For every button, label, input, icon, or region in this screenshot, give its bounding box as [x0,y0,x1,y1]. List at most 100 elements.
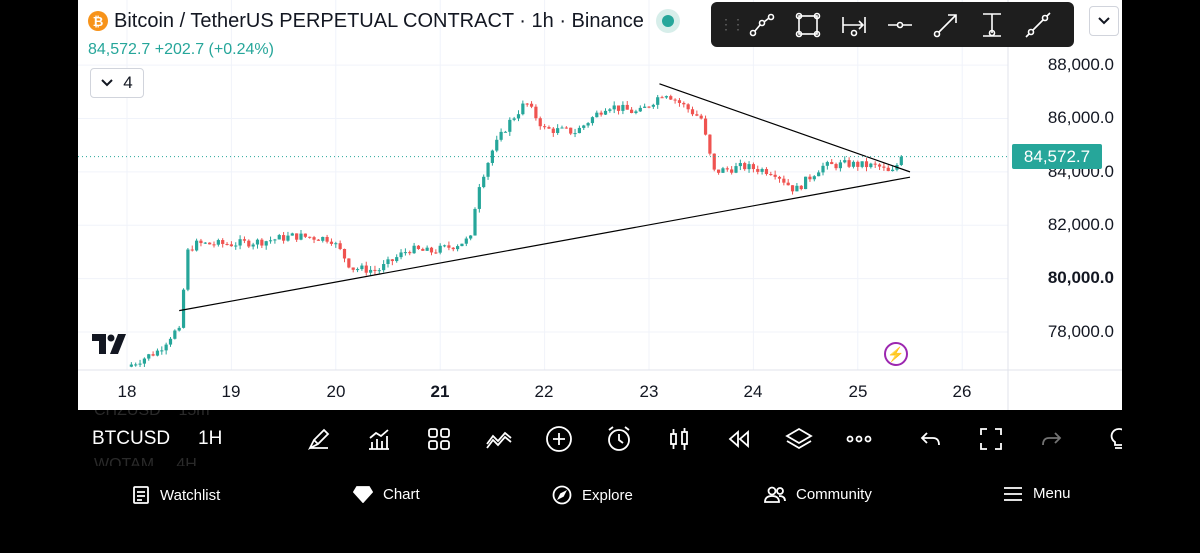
candle-down [547,127,551,129]
nav-chart[interactable]: Chart [353,485,420,503]
candle-up [164,344,168,351]
interval-button[interactable]: 1H [198,428,223,449]
candle-down [756,169,760,172]
candle-down [347,258,351,268]
candle-up [195,240,199,251]
candle-up [456,246,460,250]
nav-menu[interactable]: Menu [1003,485,1071,502]
horizontal-ray-tool[interactable] [877,2,923,47]
nav-watchlist[interactable]: Watchlist [132,485,220,505]
price-scale-label: 78,000.0 [1047,322,1114,341]
candle-up [334,243,338,245]
candle-down [699,115,703,119]
candle-down [669,96,673,100]
candle-down [451,247,455,250]
compare-button[interactable] [484,424,514,454]
brush-icon [307,428,330,451]
candle-down [712,153,716,170]
extended-line-tool[interactable] [1015,2,1061,47]
layers-icon [785,427,813,450]
nav-community[interactable]: Community [764,485,872,503]
candle-down [743,163,747,170]
candle-up [817,172,821,177]
candle-up [656,97,660,105]
candle-up [382,264,386,271]
candle-down [616,105,621,111]
extended-line-icon [1025,11,1051,38]
candle-down [569,127,573,134]
candle-down [864,161,869,168]
price-range-tool[interactable] [969,2,1015,47]
lightning-icon[interactable]: ⚡ [884,342,908,366]
candle-up [469,235,473,239]
candle-up [590,117,595,124]
candle-down [673,99,677,101]
candle-down [847,160,851,167]
candle-down [282,235,286,241]
candle-down [151,354,155,356]
candle-down [764,169,769,175]
alert-button[interactable] [604,424,634,454]
layout-icon [428,428,450,450]
candle-down [295,233,299,240]
market-open-icon [655,9,680,33]
candle-down [882,166,886,168]
time-scale-label: 21 [430,382,450,401]
rectangle-tool[interactable] [785,2,831,47]
chart-area[interactable]: ₿ Bitcoin / TetherUS PERPETUAL CONTRACT … [78,0,1122,410]
candle-up [577,127,581,134]
candle-down [538,118,542,127]
arrow-tool[interactable] [923,2,969,47]
candle-up [299,233,303,240]
chart-title[interactable]: Bitcoin / TetherUS PERPETUAL CONTRACT · … [114,9,644,32]
candle-up [425,247,429,251]
symbol-search-button[interactable]: BTCUSD [92,428,171,449]
add-button[interactable] [544,424,574,454]
candle-down [660,97,664,99]
trend-line-icon [749,13,775,36]
date-range-tool[interactable] [831,2,877,47]
undo-button[interactable] [916,424,946,454]
fullscreen-button[interactable] [976,424,1006,454]
candle-down [364,265,368,273]
price-scale-label: 82,000.0 [1047,215,1114,234]
candle-up [369,269,373,273]
ideas-button[interactable] [1104,424,1122,454]
object-tree-button[interactable] [784,424,814,454]
trendline-support [179,176,911,312]
candle-up [177,327,181,331]
candle-down [342,248,347,259]
candle-up [399,252,403,258]
candle-up [560,127,564,129]
candle-down [730,169,734,173]
collapse-indicators-button[interactable]: 4 [90,68,144,98]
price-scale-label: 86,000.0 [1047,108,1114,127]
chart-type-button[interactable] [664,424,694,454]
drawing-tools-button[interactable] [304,424,334,454]
candle-down [308,236,312,238]
candle-down [708,134,712,154]
nav-label: Community [796,485,872,503]
trend-line-tool[interactable] [739,2,785,47]
fullscreen-icon [980,428,1002,450]
candle-down [808,176,812,180]
redo-button[interactable] [1036,424,1066,454]
layout-button[interactable] [424,424,454,454]
nav-explore[interactable]: Explore [552,485,633,505]
bitcoin-icon: ₿ [88,11,108,31]
candle-down [225,243,229,245]
drag-handle-icon[interactable]: ⋮⋮ [719,16,745,32]
candle-up [721,168,725,173]
indicators-button[interactable] [364,424,394,454]
candle-down [529,103,534,107]
candle-up [760,169,764,172]
replay-button[interactable] [724,424,754,454]
more-button[interactable] [844,424,874,454]
candle-up [482,176,486,188]
time-scale-label: 23 [639,382,659,401]
alert-icon [608,426,630,451]
more-options-dropdown[interactable] [1089,6,1119,36]
candlestick-chart[interactable] [78,0,1122,410]
candle-up [503,131,508,133]
candle-up [160,350,164,352]
